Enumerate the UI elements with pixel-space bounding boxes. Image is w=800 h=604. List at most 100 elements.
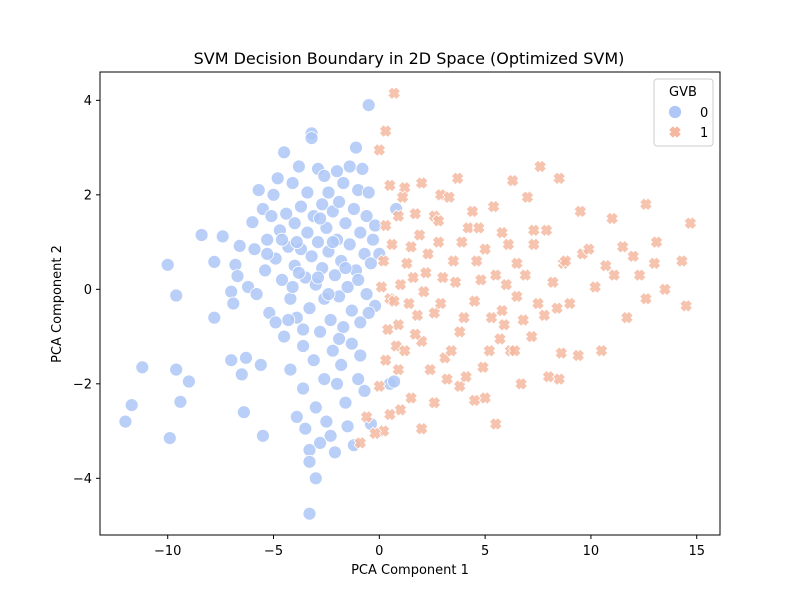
data-point-0-135 <box>325 235 340 250</box>
data-point-0-110 <box>349 140 363 155</box>
data-point-1-83 <box>476 360 490 375</box>
data-point-1-92 <box>469 254 484 268</box>
y-axis-label: PCA Component 2 <box>50 245 65 363</box>
data-point-0-26 <box>251 183 266 198</box>
legend-marker-0 <box>668 105 682 119</box>
data-point-1-2 <box>372 143 387 157</box>
data-point-1-112 <box>374 280 389 294</box>
data-point-1-16 <box>605 211 619 226</box>
data-point-0-142 <box>332 331 347 346</box>
data-point-1-109 <box>474 273 488 287</box>
y-axis-ticks: −4 −2 0 2 4 <box>73 94 100 487</box>
data-point-0-102 <box>340 280 355 294</box>
data-point-1-49 <box>497 317 512 332</box>
data-point-0-127 <box>368 218 383 233</box>
data-point-0-121 <box>361 98 376 112</box>
data-point-0-28 <box>255 428 270 443</box>
data-point-1-119 <box>471 221 486 235</box>
data-point-0-32 <box>262 305 277 320</box>
data-point-0-10 <box>207 254 222 269</box>
data-point-1-36 <box>419 265 433 280</box>
x-tick-label-5: 5 <box>481 544 489 559</box>
data-point-0-75 <box>313 435 328 450</box>
data-point-1-129 <box>397 343 412 358</box>
data-point-1-15 <box>573 204 588 219</box>
data-point-1-23 <box>607 268 622 283</box>
data-point-1-113 <box>380 322 395 337</box>
data-point-0-101 <box>338 395 353 410</box>
data-point-0-134 <box>311 270 325 285</box>
data-point-1-87 <box>412 228 427 242</box>
data-point-1-67 <box>440 372 454 386</box>
data-point-0-100 <box>338 216 353 231</box>
data-point-1-56 <box>620 310 634 325</box>
y-tick-label-2: 2 <box>84 188 92 203</box>
data-point-1-68 <box>427 395 442 410</box>
data-point-1-81 <box>444 343 459 358</box>
data-point-1-34 <box>446 254 461 268</box>
data-point-1-13 <box>533 159 548 174</box>
data-point-1-10 <box>486 199 501 214</box>
data-point-1-110 <box>484 310 499 325</box>
legend-marker-1 <box>668 125 682 139</box>
data-point-0-116 <box>355 161 370 176</box>
data-point-1-86 <box>435 270 450 285</box>
data-point-0-18 <box>232 238 247 253</box>
data-point-1-96 <box>531 296 545 311</box>
data-point-1-123 <box>516 313 531 327</box>
data-point-0-2 <box>135 360 150 375</box>
series-1 <box>353 86 698 450</box>
data-point-0-114 <box>353 225 368 240</box>
legend-label-1: 1 <box>700 126 708 141</box>
data-point-0-99 <box>336 320 351 335</box>
data-point-0-57 <box>298 421 313 436</box>
data-point-1-125 <box>626 249 641 264</box>
chart-title: SVM Decision Boundary in 2D Space (Optim… <box>194 49 625 68</box>
data-point-0-17 <box>224 353 239 368</box>
data-point-0-24 <box>247 242 262 257</box>
data-point-0-104 <box>342 159 357 174</box>
data-point-0-63 <box>302 506 317 521</box>
data-point-0-144 <box>313 211 328 226</box>
data-point-1-75 <box>368 426 382 441</box>
data-point-0-15 <box>228 257 243 272</box>
data-point-0-42 <box>279 206 294 221</box>
data-point-1-98 <box>562 296 577 311</box>
data-point-0-25 <box>249 287 264 302</box>
data-point-0-7 <box>173 394 188 409</box>
data-point-1-76 <box>359 410 374 424</box>
data-point-1-97 <box>545 275 560 290</box>
data-point-0-147 <box>353 348 368 363</box>
data-point-0-13 <box>224 284 239 299</box>
data-point-1-37 <box>404 239 418 254</box>
x-tick-label-0: 0 <box>375 544 383 559</box>
data-point-0-122 <box>361 185 376 200</box>
data-point-1-106 <box>433 296 448 311</box>
data-point-0-40 <box>277 329 292 344</box>
data-point-0-55 <box>296 381 311 396</box>
data-point-0-108 <box>346 202 361 216</box>
data-point-0-103 <box>340 419 355 434</box>
data-point-1-47 <box>467 294 482 309</box>
data-point-0-87 <box>325 204 340 219</box>
y-tick-label--4: −4 <box>73 472 92 487</box>
data-point-0-107 <box>344 336 359 351</box>
data-point-0-41 <box>277 145 292 160</box>
legend: GVB 0 1 <box>653 78 714 147</box>
data-point-1-54 <box>571 348 586 363</box>
data-point-1-25 <box>588 280 603 294</box>
data-point-0-90 <box>327 445 342 460</box>
data-point-1-14 <box>552 171 567 186</box>
data-point-0-98 <box>336 176 351 190</box>
data-point-1-57 <box>639 291 653 306</box>
data-point-1-51 <box>524 329 539 344</box>
data-point-1-44 <box>427 306 442 320</box>
data-point-1-104 <box>410 308 425 323</box>
data-point-0-20 <box>236 405 251 420</box>
data-point-0-118 <box>357 383 372 398</box>
data-point-1-17 <box>639 197 653 212</box>
data-point-1-59 <box>679 298 694 313</box>
data-point-1-19 <box>649 235 664 249</box>
data-point-1-48 <box>482 343 497 358</box>
data-point-0-9 <box>194 228 209 242</box>
